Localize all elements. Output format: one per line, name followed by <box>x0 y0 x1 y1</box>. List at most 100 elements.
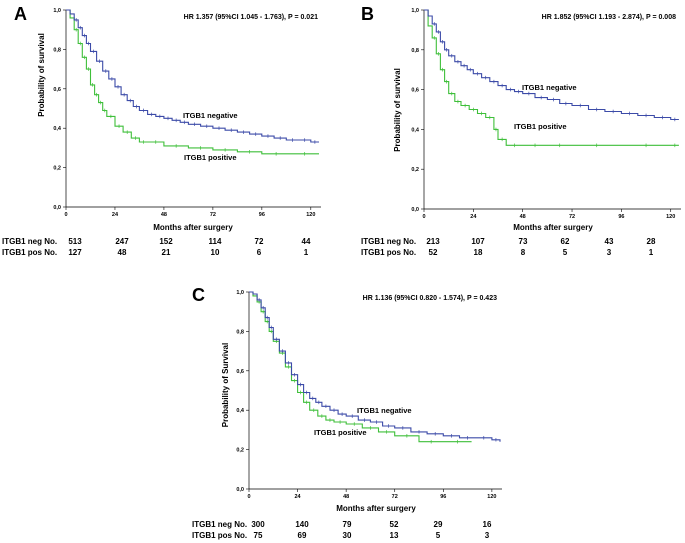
risk-count: 127 <box>68 248 82 257</box>
y-tick-label: 0,2 <box>411 167 419 173</box>
risk-count: 3 <box>485 531 490 540</box>
risk-count: 140 <box>295 520 309 529</box>
y-tick-label: 0,8 <box>236 329 244 335</box>
risk-count: 213 <box>426 237 440 246</box>
risk-count: 13 <box>390 531 399 540</box>
risk-row-label: ITGB1 neg No. <box>2 237 57 246</box>
risk-count: 52 <box>390 520 399 529</box>
hr-annotation: HR 1.136 (95%CI 0.820 - 1.574), P = 0.42… <box>363 295 497 302</box>
risk-count: 8 <box>521 248 526 257</box>
y-tick-label: 1,0 <box>411 8 419 14</box>
x-tick-label: 24 <box>112 212 119 218</box>
x-tick-label: 48 <box>343 494 349 500</box>
x-tick-label: 0 <box>247 494 250 500</box>
y-tick-label: 0,0 <box>411 207 419 213</box>
risk-count: 52 <box>429 248 438 257</box>
risk-count: 69 <box>298 531 307 540</box>
x-tick-label: 48 <box>520 214 526 220</box>
panel-letter: C <box>192 285 205 305</box>
risk-count: 44 <box>302 237 311 246</box>
x-tick-label: 24 <box>295 494 302 500</box>
y-tick-label: 0,4 <box>53 126 62 132</box>
series-label-positive: ITGB1 positive <box>184 153 237 162</box>
risk-count: 21 <box>162 248 171 257</box>
x-axis-title: Months after surgery <box>513 223 593 232</box>
y-axis-title: Probability of survival <box>393 68 402 152</box>
y-tick-label: 0,2 <box>53 166 61 172</box>
y-axis-title: Probability of survival <box>37 33 46 117</box>
risk-count: 75 <box>254 531 263 540</box>
y-tick-label: 0,2 <box>236 448 244 454</box>
y-tick-label: 0,6 <box>236 369 244 375</box>
km-curve-negative <box>249 291 501 442</box>
x-tick-label: 48 <box>161 212 167 218</box>
x-tick-label: 72 <box>569 214 575 220</box>
x-tick-label: 0 <box>64 212 67 218</box>
y-tick-label: 0,8 <box>53 47 61 53</box>
km-curve-positive <box>249 291 472 443</box>
x-tick-label: 120 <box>487 494 496 500</box>
risk-count: 79 <box>343 520 352 529</box>
hr-annotation: HR 1.852 (95%CI 1.193 - 2.874), P = 0.00… <box>542 14 676 21</box>
risk-count: 6 <box>257 248 262 257</box>
risk-count: 114 <box>209 237 222 246</box>
risk-count: 48 <box>118 248 127 257</box>
panel-letter: A <box>14 4 27 24</box>
km-curve-negative <box>66 9 319 143</box>
x-tick-label: 72 <box>392 494 398 500</box>
risk-count: 1 <box>304 248 309 257</box>
risk-row-label: ITGB1 pos No. <box>192 531 247 540</box>
x-axis-title: Months after surgery <box>153 223 233 232</box>
x-tick-label: 24 <box>470 214 477 220</box>
y-tick-label: 1,0 <box>53 8 61 14</box>
hr-annotation: HR 1.357 (95%CI 1.045 - 1.763), P = 0.02… <box>184 14 318 21</box>
risk-count: 18 <box>474 248 483 257</box>
x-axis-title: Months after surgery <box>336 504 416 513</box>
risk-row-label: ITGB1 pos No. <box>361 248 416 257</box>
y-tick-label: 0,0 <box>236 487 244 493</box>
x-tick-label: 96 <box>440 494 446 500</box>
risk-count: 107 <box>471 237 485 246</box>
y-axis-title: Probability of Survival <box>221 343 230 427</box>
risk-count: 152 <box>159 237 173 246</box>
risk-count: 30 <box>343 531 352 540</box>
x-tick-label: 120 <box>306 212 315 218</box>
risk-count: 43 <box>605 237 614 246</box>
risk-count: 5 <box>563 248 568 257</box>
risk-row-label: ITGB1 neg No. <box>192 520 247 529</box>
y-tick-label: 0,8 <box>411 48 419 54</box>
x-tick-label: 0 <box>422 214 425 220</box>
panel-letter: B <box>361 4 374 24</box>
risk-count: 1 <box>649 248 654 257</box>
risk-row-label: ITGB1 neg No. <box>361 237 416 246</box>
risk-count: 300 <box>251 520 265 529</box>
y-tick-label: 0,4 <box>236 408 245 414</box>
panel-c: C 0,0 0,2 0,4 0,6 0,8 1,0 0 24 48 72 96 120 Probabili… <box>192 285 502 540</box>
y-tick-label: 1,0 <box>236 290 244 296</box>
km-curve-positive <box>424 9 679 146</box>
x-tick-label: 96 <box>618 214 624 220</box>
panel-a: A 0,0 0,2 0,4 0,6 0,8 1,0 0 24 48 72 96 120 Probabili… <box>2 4 321 257</box>
km-curve-positive <box>66 9 319 155</box>
risk-count: 247 <box>115 237 129 246</box>
risk-count: 29 <box>434 520 443 529</box>
x-tick-label: 96 <box>259 212 265 218</box>
series-label-positive: ITGB1 positive <box>514 122 567 131</box>
risk-count: 73 <box>519 237 528 246</box>
series-label-negative: ITGB1 negative <box>522 83 577 92</box>
series-label-positive: ITGB1 positive <box>314 428 367 437</box>
y-tick-label: 0,6 <box>411 88 419 94</box>
series-label-negative: ITGB1 negative <box>357 406 412 415</box>
y-tick-label: 0,0 <box>53 205 61 211</box>
risk-count: 16 <box>483 520 492 529</box>
risk-count: 62 <box>561 237 570 246</box>
risk-count: 513 <box>68 237 82 246</box>
panel-b: B 0,0 0,2 0,4 0,6 0,8 1,0 0 24 48 72 96 120 Probabili… <box>361 4 681 257</box>
y-tick-label: 0,6 <box>53 87 61 93</box>
risk-count: 10 <box>211 248 220 257</box>
risk-row-label: ITGB1 pos No. <box>2 248 57 257</box>
km-curve-negative <box>424 9 679 121</box>
risk-count: 28 <box>647 237 656 246</box>
y-tick-label: 0,4 <box>411 127 420 133</box>
